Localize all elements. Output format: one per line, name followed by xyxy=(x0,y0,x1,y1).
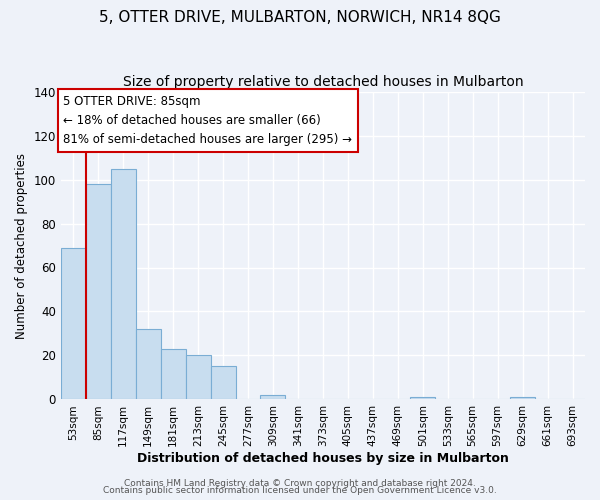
Bar xyxy=(61,248,86,400)
Y-axis label: Number of detached properties: Number of detached properties xyxy=(15,152,28,338)
Bar xyxy=(185,356,211,400)
Text: 5, OTTER DRIVE, MULBARTON, NORWICH, NR14 8QG: 5, OTTER DRIVE, MULBARTON, NORWICH, NR14… xyxy=(99,10,501,25)
Bar xyxy=(211,366,236,400)
Title: Size of property relative to detached houses in Mulbarton: Size of property relative to detached ho… xyxy=(122,75,523,89)
Text: Contains public sector information licensed under the Open Government Licence v3: Contains public sector information licen… xyxy=(103,486,497,495)
X-axis label: Distribution of detached houses by size in Mulbarton: Distribution of detached houses by size … xyxy=(137,452,509,465)
Bar xyxy=(86,184,111,400)
Bar xyxy=(410,398,435,400)
Text: Contains HM Land Registry data © Crown copyright and database right 2024.: Contains HM Land Registry data © Crown c… xyxy=(124,478,476,488)
Bar xyxy=(111,168,136,400)
Bar xyxy=(510,398,535,400)
Bar xyxy=(161,349,185,400)
Bar xyxy=(136,329,161,400)
Text: 5 OTTER DRIVE: 85sqm
← 18% of detached houses are smaller (66)
81% of semi-detac: 5 OTTER DRIVE: 85sqm ← 18% of detached h… xyxy=(64,94,352,146)
Bar xyxy=(260,395,286,400)
